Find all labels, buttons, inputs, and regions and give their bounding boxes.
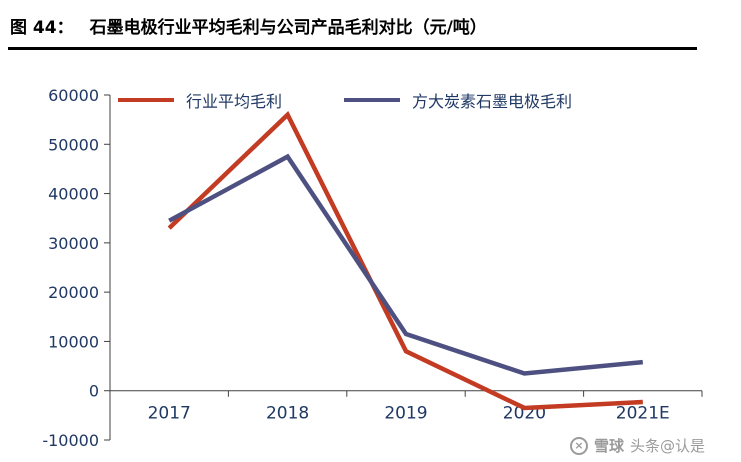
svg-text:10000: 10000 xyxy=(48,332,99,351)
svg-text:-10000: -10000 xyxy=(42,431,99,450)
watermark-credit: 头条@认是 xyxy=(629,437,705,455)
chart-legend: 行业平均毛利 方大炭素石墨电极毛利 xyxy=(118,88,572,112)
legend-line-swatch-blue xyxy=(344,98,401,102)
svg-text:50000: 50000 xyxy=(48,135,99,154)
svg-text:30000: 30000 xyxy=(48,234,99,253)
watermark: × 雪球 头条@认是 xyxy=(569,435,705,456)
legend-label-industry-average: 行业平均毛利 xyxy=(186,92,283,111)
svg-text:2021E: 2021E xyxy=(616,404,670,424)
line-chart: 行业平均毛利 方大炭素石墨电极毛利 -10000 0 10000 20000 30000… xyxy=(0,50,741,462)
legend-line-swatch-red xyxy=(118,98,174,102)
svg-text:60000: 60000 xyxy=(48,86,99,105)
xueqiu-logo-icon: × xyxy=(569,436,588,455)
svg-text:2019: 2019 xyxy=(384,404,427,424)
svg-text:2017: 2017 xyxy=(148,404,191,424)
svg-text:2018: 2018 xyxy=(266,404,309,424)
chart-canvas: -10000 0 10000 20000 30000 40000 50000 60000 201… xyxy=(42,86,703,450)
figure-number: 图 44： xyxy=(10,18,74,38)
legend-item-industry-average: 行业平均毛利 xyxy=(118,88,282,112)
svg-text:40000: 40000 xyxy=(48,185,99,204)
figure-header: 图 44： 石墨电极行业平均毛利与公司产品毛利对比（元/吨） xyxy=(8,10,697,50)
figure-title: 石墨电极行业平均毛利与公司产品毛利对比（元/吨） xyxy=(89,18,487,38)
legend-item-fangda-carbon: 方大炭素石墨电极毛利 xyxy=(344,88,572,112)
svg-text:20000: 20000 xyxy=(48,283,99,302)
svg-text:0: 0 xyxy=(89,382,99,401)
legend-label-fangda-carbon: 方大炭素石墨电极毛利 xyxy=(412,92,573,111)
watermark-brand: 雪球 xyxy=(593,437,624,455)
